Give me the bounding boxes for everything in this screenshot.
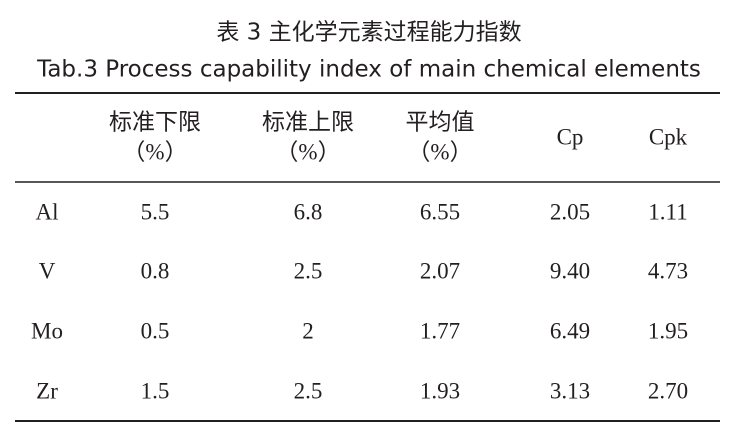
header-cell: 标准下限	[109, 109, 201, 134]
table-cell: 0.8	[141, 258, 170, 283]
table-cell: 5.5	[141, 199, 170, 224]
table-cell: 1.5	[141, 378, 170, 403]
table-cell: 0.5	[141, 318, 170, 343]
header-cell: Cp	[557, 124, 584, 149]
table-cell: 1.77	[420, 318, 460, 343]
header-cell: 平均值	[406, 109, 475, 134]
table-cell: 2.07	[420, 258, 460, 283]
table-cell: 2.5	[294, 258, 323, 283]
table-cell: 6.8	[294, 199, 323, 224]
row-label: Al	[36, 199, 59, 224]
table-cell: 2.70	[648, 378, 688, 403]
row-label: Mo	[31, 318, 63, 343]
row-label: V	[39, 258, 56, 283]
table-cell: 4.73	[648, 258, 688, 283]
table-cell: 2	[302, 318, 314, 343]
table-cell: 2.05	[550, 199, 590, 224]
header-cell: Cpk	[649, 124, 688, 149]
table-cell: 3.13	[550, 378, 590, 403]
table-cell: 6.49	[550, 318, 590, 343]
table-cell: 2.5	[294, 378, 323, 403]
row-label: Zr	[36, 378, 58, 403]
header-cell: 标准上限	[262, 109, 354, 134]
caption-en: Tab.3 Process capability index of main c…	[36, 57, 701, 83]
header-cell: （%）	[122, 139, 187, 164]
table-cell: 9.40	[550, 258, 590, 283]
table-cell: 1.93	[420, 378, 460, 403]
table-cell: 1.11	[648, 199, 687, 224]
header-cell: （%）	[275, 139, 340, 164]
header-cell: （%）	[407, 139, 472, 164]
table-cell: 1.95	[648, 318, 688, 343]
table-cell: 6.55	[420, 199, 460, 224]
caption-cn: 表 3 主化学元素过程能力指数	[216, 20, 521, 46]
